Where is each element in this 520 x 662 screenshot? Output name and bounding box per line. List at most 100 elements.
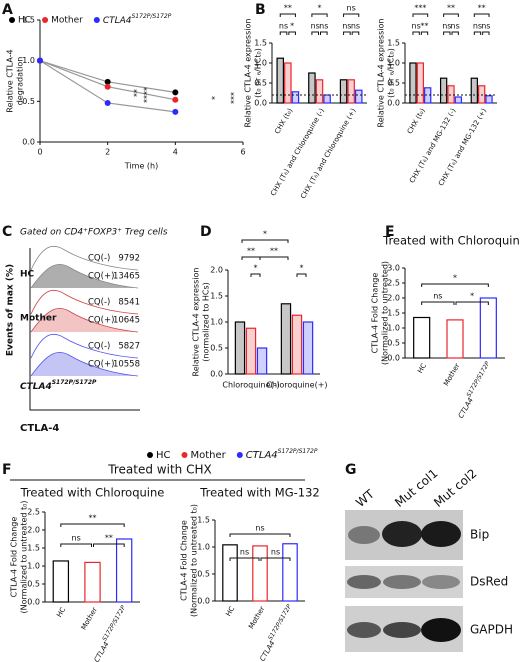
y-tick-label: 1.5 bbox=[210, 292, 223, 301]
significance-label: ns bbox=[433, 292, 442, 301]
y-axis-label: CTLA-4 Fold Change bbox=[10, 517, 19, 598]
mfi-value: 5827 bbox=[118, 342, 140, 352]
significance-label: ns bbox=[271, 548, 280, 557]
significance-bracket bbox=[93, 543, 125, 547]
significance-bracket bbox=[421, 283, 489, 287]
significance-label: ** bbox=[133, 89, 142, 97]
blot-band bbox=[348, 526, 380, 544]
y-tick-label: 1.5 bbox=[27, 544, 40, 553]
significance-bracket bbox=[296, 273, 307, 277]
y-tick-label: 0.5 bbox=[22, 97, 35, 106]
condition-label: CQ(-) bbox=[88, 342, 110, 352]
significance-label: ns bbox=[481, 22, 490, 31]
blot-band bbox=[383, 575, 421, 589]
blot-band bbox=[347, 622, 381, 638]
y-tick-label: 0.0 bbox=[387, 354, 400, 363]
bar bbox=[291, 314, 303, 375]
label-sup: S172P/S172P bbox=[278, 448, 318, 455]
bar bbox=[323, 94, 331, 104]
group-label: Mother bbox=[20, 314, 57, 324]
condition-label: CQ(-) bbox=[88, 298, 110, 308]
chart-title: Treated with Chloroquine bbox=[382, 234, 520, 248]
y-tick-label: 1.0 bbox=[254, 59, 267, 68]
y-axis-label: (normalized to HCs) bbox=[202, 282, 211, 362]
y-axis-label: CTLA-4 Fold Change bbox=[180, 520, 189, 601]
legend-marker bbox=[93, 17, 100, 23]
significance-label: ** bbox=[105, 534, 113, 543]
legend-label: HC bbox=[156, 450, 171, 461]
significance-bracket bbox=[311, 13, 328, 17]
y-tick-label: 1.0 bbox=[387, 324, 400, 333]
significance-label: * bbox=[290, 22, 294, 31]
bar bbox=[245, 327, 257, 375]
significance-label: ns bbox=[351, 22, 360, 31]
panel-letter: E bbox=[385, 224, 395, 240]
significance-label: ** bbox=[447, 4, 455, 13]
bar bbox=[302, 321, 314, 375]
bar bbox=[454, 96, 463, 104]
y-tick-label: 1.5 bbox=[254, 39, 267, 48]
significance-label: ns bbox=[442, 22, 451, 31]
histogram bbox=[30, 307, 139, 333]
y-axis-label: Relative CTLA-4 expression bbox=[377, 19, 386, 128]
significance-bracket bbox=[259, 256, 289, 260]
legend-marker bbox=[181, 452, 188, 458]
significance-bracket bbox=[455, 301, 489, 305]
bar bbox=[84, 561, 101, 603]
significance-label: * bbox=[211, 96, 220, 100]
significance-label: * bbox=[254, 264, 258, 273]
significance-label: ns bbox=[342, 22, 351, 31]
y-tick-label: 0.5 bbox=[27, 580, 40, 589]
y-tick-label: 1.5 bbox=[22, 16, 35, 25]
data-point bbox=[104, 78, 111, 85]
significance-bracket bbox=[473, 31, 482, 35]
label-sup: S172P/S172P bbox=[52, 379, 97, 386]
x-tick-label: 0 bbox=[37, 148, 42, 157]
significance-bracket bbox=[260, 557, 291, 561]
bar bbox=[416, 62, 424, 104]
legend-marker bbox=[42, 17, 49, 23]
data-point bbox=[104, 83, 111, 90]
condition-label: CQ(+) bbox=[88, 316, 114, 326]
x-tick-label: Chloroquine(-) bbox=[222, 381, 279, 390]
bar bbox=[252, 545, 268, 602]
panel-letter: B bbox=[255, 2, 266, 18]
data-point bbox=[172, 96, 179, 103]
blot-image bbox=[345, 510, 463, 652]
y-tick-label: 1.0 bbox=[22, 56, 35, 65]
x-tick-label: Chloroquine(+) bbox=[266, 381, 327, 390]
group-title: Treated with CHX bbox=[107, 463, 211, 477]
blot-band bbox=[421, 618, 461, 642]
bar bbox=[315, 79, 324, 104]
mfi-value: 10645 bbox=[113, 316, 140, 326]
y-tick-label: 1.0 bbox=[27, 562, 40, 571]
band-label: GAPDH bbox=[470, 623, 513, 637]
significance-label: *** bbox=[414, 4, 426, 13]
y-axis-label: Relative CTLA-4 bbox=[6, 49, 15, 112]
bar bbox=[234, 321, 246, 375]
y-tick-label: 2.0 bbox=[387, 294, 400, 303]
chart-title: Treated with Chloroquine bbox=[20, 486, 165, 500]
y-tick-label: 0.5 bbox=[387, 339, 400, 348]
significance-bracket bbox=[60, 523, 125, 527]
y-tick-label: 1.5 bbox=[387, 309, 400, 318]
significance-label: ** bbox=[421, 22, 429, 31]
legend-marker bbox=[147, 452, 153, 458]
bar bbox=[284, 62, 292, 104]
y-axis-label: CTLA-4 Fold Change bbox=[371, 273, 380, 354]
label-main: CTLA4 bbox=[20, 382, 52, 392]
bar bbox=[276, 57, 285, 104]
significance-bracket bbox=[351, 31, 360, 35]
y-tick-label: 0.0 bbox=[210, 370, 223, 379]
y-tick-label: 1.0 bbox=[387, 59, 400, 68]
panel-letter: A bbox=[2, 2, 13, 18]
x-axis-label: Time (h) bbox=[124, 162, 158, 171]
significance-label: * bbox=[300, 264, 304, 273]
histogram bbox=[30, 333, 139, 359]
panel-letter: F bbox=[2, 462, 12, 478]
bar bbox=[339, 79, 348, 104]
y-axis-label: (Normalized to untreated t₀) bbox=[190, 504, 199, 617]
bar bbox=[409, 62, 417, 104]
